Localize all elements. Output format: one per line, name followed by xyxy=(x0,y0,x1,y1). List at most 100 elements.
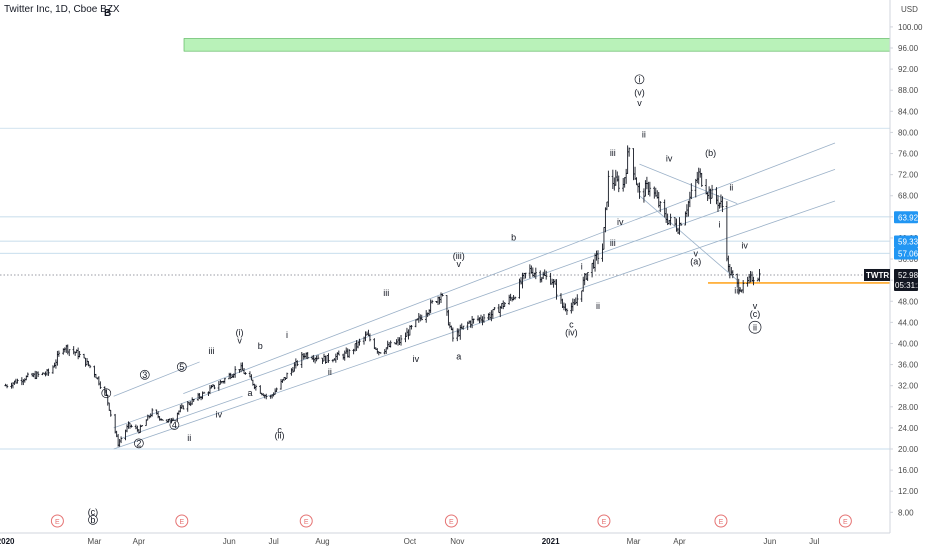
x-tick-label: Apr xyxy=(133,537,146,546)
y-tick-label: 56.00 xyxy=(898,255,919,264)
wave-label: 2 xyxy=(136,438,141,448)
x-tick-label: Mar xyxy=(627,537,641,546)
earnings-marker-label: E xyxy=(449,519,454,526)
wave-label: v xyxy=(753,301,758,311)
wave-label: (c) xyxy=(750,309,761,319)
wave-label: v xyxy=(237,335,242,345)
y-tick-label: 92.00 xyxy=(898,65,919,74)
wave-label: iv xyxy=(617,217,624,227)
wave-label: iv xyxy=(741,241,748,251)
earnings-marker-icon[interactable] xyxy=(175,514,189,528)
y-tick-label: 44.00 xyxy=(898,318,919,327)
trend-channel-line[interactable] xyxy=(113,168,836,429)
trend-channel-line[interactable] xyxy=(639,195,738,281)
y-tick-label: 80.00 xyxy=(898,128,919,137)
earnings-marker-icon[interactable] xyxy=(838,514,852,528)
y-tick-label: 24.00 xyxy=(898,424,919,433)
wave-label: c xyxy=(569,320,574,330)
earnings-marker-icon[interactable] xyxy=(50,514,64,528)
wave-label: 3 xyxy=(142,370,147,380)
wave-label: (i) xyxy=(236,328,244,338)
x-tick-label: Apr xyxy=(673,537,686,546)
y-tick-label: 16.00 xyxy=(898,466,919,475)
target-zone[interactable] xyxy=(183,38,891,52)
wave-label: v xyxy=(637,98,642,108)
trend-channel-line[interactable] xyxy=(113,200,836,450)
wave-label: 5 xyxy=(179,362,184,372)
trend-channel-line[interactable] xyxy=(120,395,243,439)
wave-label-circle xyxy=(101,388,112,399)
y-tick-label: 48.00 xyxy=(898,297,919,306)
y-tick-label: 76.00 xyxy=(898,150,919,159)
trend-channel-line[interactable] xyxy=(113,361,200,397)
wave-label: (iii) xyxy=(453,251,465,261)
wave-label: iii xyxy=(610,148,616,158)
x-tick-label: 2021 xyxy=(542,537,560,546)
wave-label: b xyxy=(90,515,95,525)
earnings-marker-icon[interactable] xyxy=(597,514,611,528)
wave-label: iii xyxy=(383,288,389,298)
earnings-marker-label: E xyxy=(719,519,724,526)
ticker-tag xyxy=(864,268,890,281)
wave-label: 4 xyxy=(172,420,177,430)
wave-label: i xyxy=(581,262,583,272)
price-level-tag xyxy=(894,247,918,260)
y-tick-label: 96.00 xyxy=(898,44,919,53)
y-tick-label: 20.00 xyxy=(898,445,919,454)
chart-title: Twitter Inc, 1D, Cboe BZX xyxy=(4,4,120,15)
earnings-marker-label: E xyxy=(304,519,309,526)
wave-label: b xyxy=(258,341,263,351)
earnings-marker-icon[interactable] xyxy=(299,514,313,528)
x-tick-label: Jun xyxy=(763,537,776,546)
earnings-marker-icon[interactable] xyxy=(444,514,458,528)
wave-label: i xyxy=(718,219,720,229)
y-tick-label: 32.00 xyxy=(898,382,919,391)
wave-label: c xyxy=(277,425,282,435)
wave-label: v xyxy=(457,259,462,269)
y-tick-label: 84.00 xyxy=(898,107,919,116)
wave-label: iii xyxy=(208,346,214,356)
wave-label: iv xyxy=(216,409,223,419)
wave-label: (b) xyxy=(705,148,716,158)
wave-label: a xyxy=(456,351,461,361)
wave-label: ii xyxy=(596,301,600,311)
earnings-marker-label: E xyxy=(843,519,848,526)
earnings-marker-label: E xyxy=(179,519,184,526)
price-level-tag xyxy=(894,235,918,248)
x-tick-label: Mar xyxy=(88,537,102,546)
earnings-marker-label: E xyxy=(602,519,607,526)
y-tick-label: 12.00 xyxy=(898,487,919,496)
wave-label: iv xyxy=(413,354,420,364)
current-price-tag xyxy=(894,268,918,291)
y-tick-label: 72.00 xyxy=(898,171,919,180)
x-tick-label: Jun xyxy=(223,537,236,546)
price-level-tag-label: 59.33 xyxy=(898,237,919,246)
wave-label: ii xyxy=(187,433,191,443)
x-tick-label: Aug xyxy=(315,537,329,546)
wave-label: (iv) xyxy=(565,328,578,338)
wave-label-circle xyxy=(748,320,762,334)
wave-label: ii xyxy=(753,322,757,332)
price-level-tag xyxy=(894,211,918,224)
wave-label: i xyxy=(638,74,640,84)
y-tick-label: 8.00 xyxy=(898,508,914,517)
earnings-marker-icon[interactable] xyxy=(714,514,728,528)
y-tick-label: 28.00 xyxy=(898,403,919,412)
wave-label: 1 xyxy=(104,388,109,398)
y-tick-label: 88.00 xyxy=(898,86,919,95)
x-tick-label: Nov xyxy=(450,537,464,546)
wave-label: ii xyxy=(328,367,332,377)
y-tick-label: 40.00 xyxy=(898,339,919,348)
y-tick-label: 36.00 xyxy=(898,361,919,370)
wave-label: ii xyxy=(729,182,733,192)
wave-label-circle xyxy=(134,438,144,449)
currency-label: USD xyxy=(901,5,918,14)
wave-label-circle xyxy=(169,420,180,430)
wave-label: iii xyxy=(734,285,740,295)
y-tick-label: 100.00 xyxy=(898,23,923,32)
trend-channel-line[interactable] xyxy=(183,142,836,394)
wave-label: b xyxy=(511,233,516,243)
wave-label: (c) xyxy=(88,507,99,517)
wave-label: ii xyxy=(642,130,646,140)
